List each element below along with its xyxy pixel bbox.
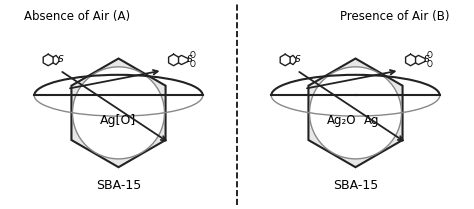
Polygon shape [72, 59, 165, 167]
Text: O: O [427, 60, 433, 69]
Text: SBA-15: SBA-15 [96, 179, 141, 192]
Text: O: O [190, 60, 196, 69]
Text: O: O [190, 51, 196, 60]
Text: S: S [424, 55, 430, 65]
Text: Ag₂O: Ag₂O [327, 114, 356, 127]
Text: SBA-15: SBA-15 [333, 179, 378, 192]
Text: S: S [295, 55, 301, 65]
Text: S: S [187, 55, 193, 65]
Polygon shape [309, 59, 402, 167]
Text: O: O [427, 51, 433, 60]
Text: S: S [58, 55, 64, 65]
Text: Absence of Air (A): Absence of Air (A) [25, 10, 130, 23]
Circle shape [310, 67, 401, 159]
Text: Ag[O]: Ag[O] [100, 114, 137, 127]
Circle shape [73, 67, 164, 159]
Text: Presence of Air (B): Presence of Air (B) [340, 10, 449, 23]
Text: Ag: Ag [364, 114, 379, 127]
